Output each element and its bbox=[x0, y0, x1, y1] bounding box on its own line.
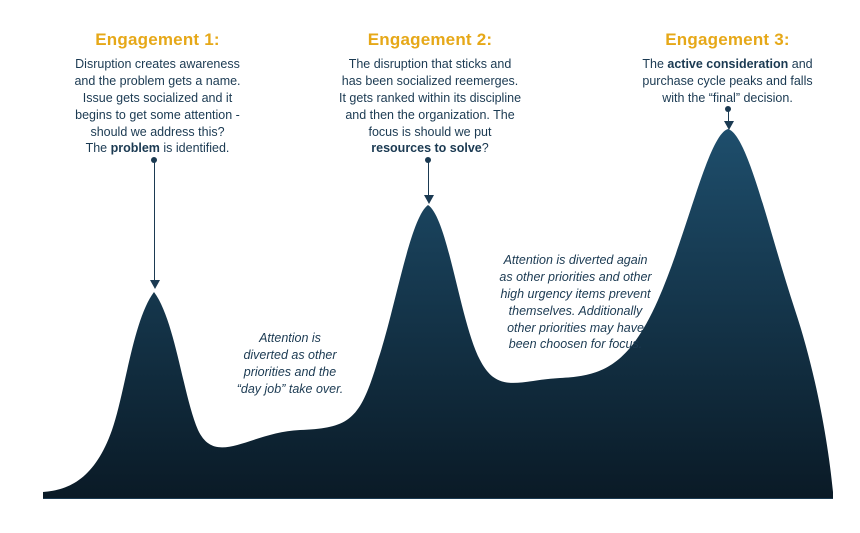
arrow-dot bbox=[425, 157, 431, 163]
x-axis-baseline bbox=[43, 498, 833, 499]
engagement-1-body: Disruption creates awarenessand the prob… bbox=[55, 56, 260, 157]
arrow-dot bbox=[725, 106, 731, 112]
arrow-shaft bbox=[154, 160, 155, 281]
arrow-head-icon bbox=[424, 195, 434, 204]
arrow-head-icon bbox=[150, 280, 160, 289]
engagement-1-block: Engagement 1: Disruption creates awarenes… bbox=[55, 30, 260, 157]
engagement-1-title: Engagement 1: bbox=[55, 30, 260, 50]
valley-1-caption: Attention isdiverted as otherpriorities … bbox=[210, 330, 370, 398]
engagement-3-body: The active consideration andpurchase cyc… bbox=[620, 56, 835, 107]
engagement-3-title: Engagement 3: bbox=[620, 30, 835, 50]
valley-2-caption: Attention is diverted againas other prio… bbox=[468, 252, 683, 353]
arrow-head-icon bbox=[724, 121, 734, 130]
engagement-2-block: Engagement 2: The disruption that sticks … bbox=[305, 30, 555, 157]
engagement-wave-infographic: Engagement 1: Disruption creates awarenes… bbox=[0, 0, 860, 533]
engagement-3-block: Engagement 3: The active consideration an… bbox=[620, 30, 835, 107]
arrow-shaft bbox=[428, 160, 429, 196]
engagement-2-body: The disruption that sticks andhas been s… bbox=[305, 56, 555, 157]
engagement-2-title: Engagement 2: bbox=[305, 30, 555, 50]
arrow-dot bbox=[151, 157, 157, 163]
